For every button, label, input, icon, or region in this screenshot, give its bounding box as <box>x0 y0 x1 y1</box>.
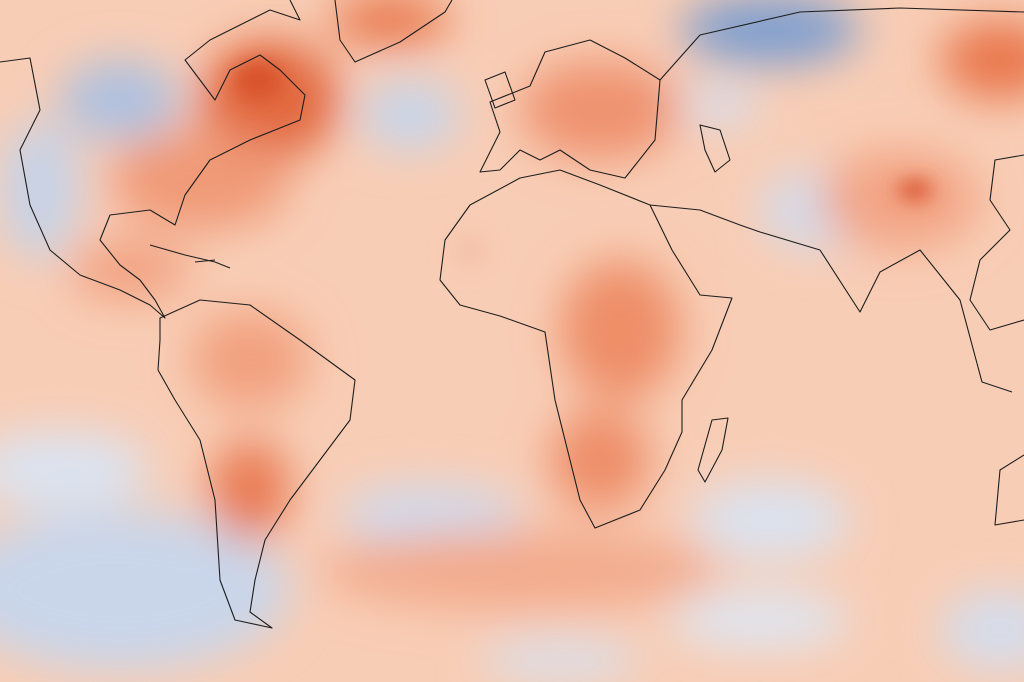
coast-asia <box>649 7 1024 393</box>
coast-greenland <box>334 0 453 63</box>
coast-south-america <box>157 299 356 629</box>
coast-north-america <box>0 0 306 319</box>
coast-caspian <box>699 124 731 173</box>
coast-australia <box>994 454 1024 526</box>
coast-caribbean <box>149 244 231 269</box>
coastlines <box>0 0 1024 629</box>
coast-africa <box>439 169 733 529</box>
coast-europe <box>479 39 661 179</box>
coast-madagascar <box>697 417 729 483</box>
anomaly-detail <box>233 60 933 270</box>
